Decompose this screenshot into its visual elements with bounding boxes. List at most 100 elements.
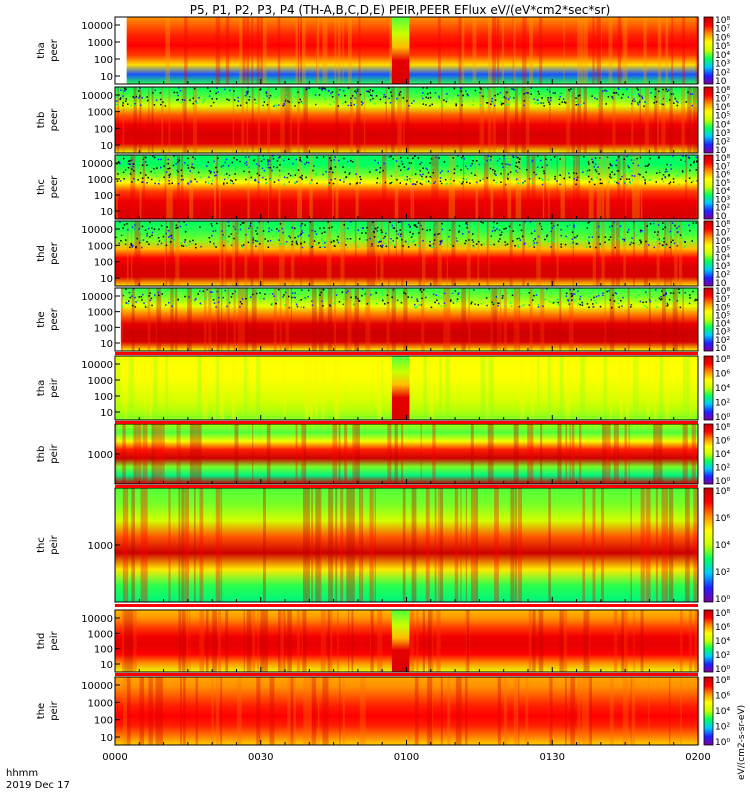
noise-dot [355, 297, 357, 299]
noise-dot [587, 239, 589, 242]
noise-dot [343, 298, 345, 300]
noise-dot [177, 98, 179, 101]
texture-streak [231, 356, 236, 420]
noise-dot [615, 159, 618, 162]
noise-dot [692, 180, 695, 182]
noise-dot [177, 161, 179, 163]
noise-dot [554, 90, 556, 93]
colorbar-tick-label: 10 [715, 279, 727, 289]
noise-dot [669, 230, 671, 233]
texture-streak [490, 288, 495, 351]
noise-dot [502, 102, 505, 105]
noise-dot [291, 227, 294, 229]
noise-dot [338, 301, 341, 303]
texture-streak [466, 610, 469, 672]
noise-dot [617, 297, 619, 299]
noise-dot [346, 238, 349, 240]
noise-dot [218, 297, 220, 299]
noise-dot [606, 156, 609, 159]
noise-dot [132, 96, 134, 98]
noise-dot [604, 236, 607, 238]
noise-dot [495, 296, 497, 298]
noise-dot [132, 166, 135, 168]
noise-dot [449, 296, 451, 298]
noise-dot [633, 240, 635, 243]
noise-dot [152, 92, 154, 94]
fill-value-row [115, 673, 698, 676]
noise-dot [440, 305, 443, 307]
noise-dot [691, 104, 694, 107]
noise-dot [569, 289, 571, 291]
x-tick-label: 0000 [102, 752, 127, 763]
noise-dot [412, 241, 414, 243]
texture-streak [630, 677, 633, 745]
noise-dot [187, 157, 189, 160]
noise-dot [135, 247, 137, 249]
noise-dot [160, 158, 162, 161]
noise-dot [178, 87, 180, 89]
noise-dot [536, 99, 538, 101]
noise-dot [665, 293, 667, 295]
y-axis-label-probe: thd [36, 245, 47, 262]
texture-streak [633, 356, 637, 420]
noise-dot [405, 240, 407, 243]
noise-dot [417, 245, 420, 247]
texture-streak [492, 87, 496, 153]
texture-streak [133, 424, 137, 484]
noise-dot [666, 100, 668, 102]
noise-dot [635, 234, 637, 237]
noise-dot [507, 178, 509, 180]
noise-dot [380, 229, 382, 231]
noise-dot [338, 159, 340, 162]
texture-streak [577, 677, 581, 745]
noise-dot [512, 230, 514, 232]
noise-dot [200, 245, 202, 248]
noise-dot [130, 104, 132, 107]
noise-dot [133, 104, 136, 106]
noise-dot [541, 178, 543, 180]
texture-streak [624, 424, 627, 484]
noise-dot [357, 229, 360, 231]
noise-dot [417, 222, 420, 224]
noise-dot [411, 235, 414, 237]
noise-dot [372, 90, 374, 92]
texture-streak [465, 488, 467, 602]
noise-dot [419, 288, 422, 290]
colorbar-tick-label: 10² [715, 68, 730, 78]
noise-dot [438, 169, 440, 171]
texture-streak [597, 17, 602, 84]
texture-streak [566, 356, 571, 420]
noise-dot [383, 96, 385, 98]
noise-dot [585, 246, 588, 248]
spectrogram-fill [115, 488, 698, 602]
texture-streak [448, 155, 454, 219]
noise-dot [243, 222, 245, 224]
colorbar-tick-label: 10⁵ [715, 42, 730, 52]
noise-dot [429, 229, 431, 231]
noise-dot [195, 102, 198, 104]
noise-dot [407, 296, 409, 298]
texture-streak [401, 424, 404, 484]
noise-dot [222, 296, 224, 299]
texture-streak [389, 17, 394, 84]
noise-dot [418, 87, 421, 90]
texture-streak [246, 610, 252, 672]
noise-dot [273, 295, 275, 297]
noise-dot [424, 94, 426, 97]
noise-dot [190, 242, 193, 245]
noise-dot [616, 225, 619, 228]
noise-dot [572, 293, 574, 295]
noise-dot [139, 172, 142, 174]
noise-dot [511, 291, 514, 293]
texture-streak [622, 17, 626, 84]
texture-streak [583, 610, 587, 672]
noise-dot [546, 235, 548, 238]
noise-dot [150, 170, 152, 173]
noise-dot [432, 172, 434, 174]
noise-dot [513, 97, 515, 99]
texture-streak [358, 488, 361, 602]
noise-dot [554, 92, 556, 94]
noise-dot [325, 241, 327, 243]
noise-dot [639, 173, 641, 176]
